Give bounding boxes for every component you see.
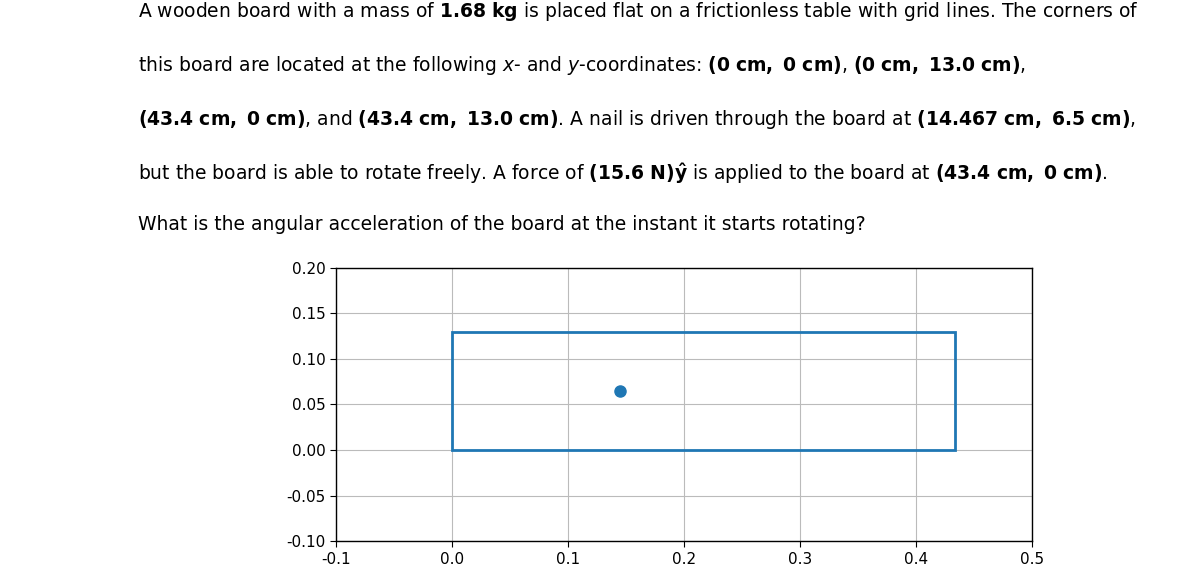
Text: but the board is able to rotate freely. A force of $\bf{(15.6\ N)}\hat{y}$ is ap: but the board is able to rotate freely. … — [138, 161, 1108, 186]
Text: this board are located at the following $x$- and $y$-coordinates: $\bf{(0\ cm,\ : this board are located at the following … — [138, 54, 1026, 77]
Bar — [452, 332, 955, 450]
Text: A wooden board with a mass of $\bf{1.68}$ $\bf{kg}$ is placed flat on a friction: A wooden board with a mass of $\bf{1.68}… — [138, 0, 1139, 23]
Text: $\bf{(43.4\ cm,\ 0\ cm)}$, and $\bf{(43.4\ cm,\ 13.0\ cm)}$. A nail is driven th: $\bf{(43.4\ cm,\ 0\ cm)}$, and $\bf{(43.… — [138, 108, 1136, 131]
Text: What is the angular acceleration of the board at the instant it starts rotating?: What is the angular acceleration of the … — [138, 215, 865, 235]
